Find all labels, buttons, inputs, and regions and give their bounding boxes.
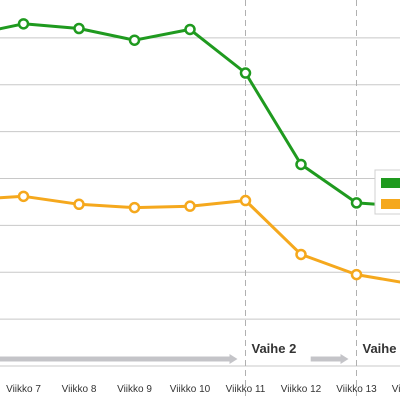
series-2-point	[350, 268, 363, 281]
x-tick-label: Viikko 14	[392, 384, 400, 395]
legend-swatch	[381, 199, 400, 209]
x-tick-label: Viikko 11	[226, 384, 266, 395]
phase-indicators: Vaihe 2 Vaihe 3	[0, 341, 400, 364]
series-2-point	[73, 198, 85, 211]
x-tick-label: Viikko 8	[62, 384, 97, 395]
series-1-point	[17, 18, 30, 30]
series-2-point	[128, 201, 141, 214]
series-1-point	[73, 22, 85, 35]
series-1-point	[350, 197, 363, 209]
phase-label: Vaihe 2	[252, 341, 297, 356]
series-layer	[0, 18, 400, 284]
phase-arrow	[310, 354, 349, 364]
series-2-point	[295, 248, 307, 261]
x-tick-label: Viikko 7	[6, 384, 41, 395]
x-tick-label: Viikko 12	[281, 384, 322, 395]
phase-dividers	[245, 0, 357, 400]
series-2-point	[17, 190, 30, 203]
legend-swatch	[381, 178, 400, 188]
series-1-point	[239, 67, 252, 79]
x-tick-label: Viikko 10	[170, 384, 211, 395]
series-1-point	[184, 23, 196, 36]
series-1-point	[128, 34, 141, 46]
series-2-point	[239, 194, 252, 207]
phase-label: Vaihe 3	[363, 341, 400, 356]
series-1-point	[295, 158, 307, 171]
x-tick-label: Viikko 9	[117, 384, 152, 395]
series-2-point	[184, 200, 196, 212]
gridlines	[0, 37, 400, 367]
phase-arrow	[0, 354, 238, 364]
legend	[374, 169, 400, 215]
series-line-2	[0, 194, 400, 284]
x-tick-label: Viikko 13	[336, 384, 377, 395]
series-line-1	[0, 22, 400, 208]
